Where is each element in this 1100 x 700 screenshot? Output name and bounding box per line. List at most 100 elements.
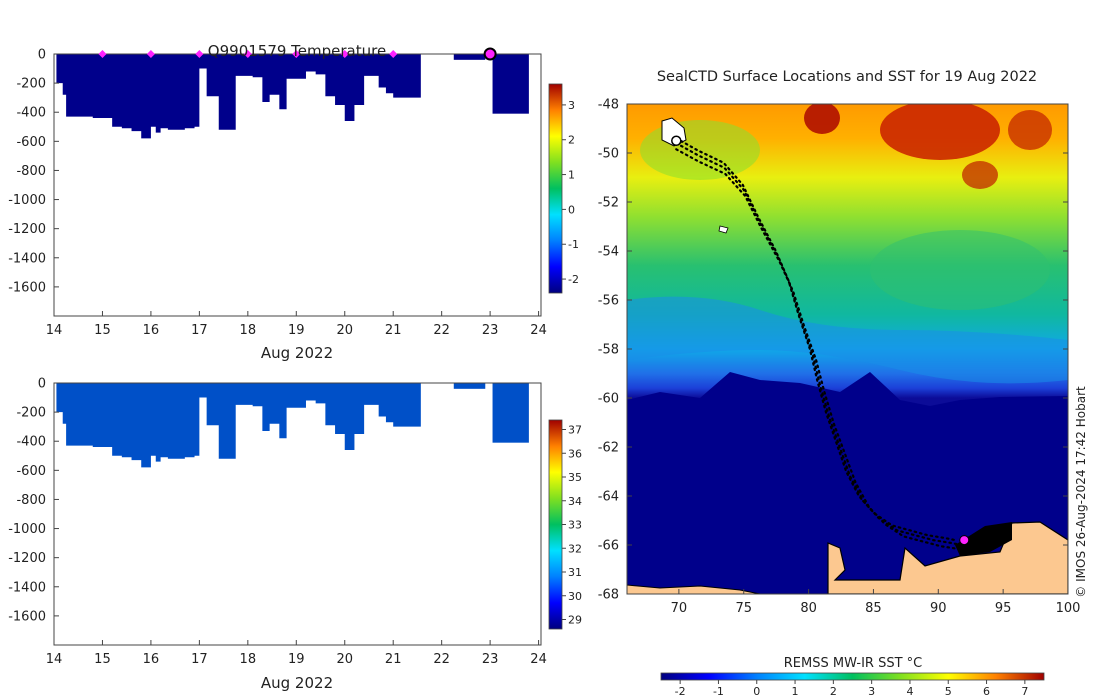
y-tick-label: -600 [16, 464, 46, 479]
sst-colorbar-tick-label: -1 [713, 685, 724, 698]
y-tick-label: -200 [16, 77, 46, 92]
y-tick-label: 0 [38, 48, 46, 63]
lon-tick-label: 85 [865, 601, 882, 616]
sst-colorbar-tick-label: 5 [945, 685, 952, 698]
temperature-colorbar-ticks: -2 -1 0 1 2 3 [562, 99, 579, 286]
colorbar-tick-label: 33 [568, 519, 582, 532]
sst-colorbar-tick-label: 4 [906, 685, 913, 698]
x-tick-label: 21 [385, 323, 402, 338]
sst-colorbar-tick-label: 3 [868, 685, 875, 698]
colorbar-tick-label: 30 [568, 590, 582, 603]
temperature-xlabel: Aug 2022 [261, 344, 333, 362]
lon-tick-label: 95 [995, 601, 1012, 616]
x-tick-label: 18 [240, 323, 257, 338]
x-tick-label: 16 [143, 652, 160, 667]
colorbar-tick-label: 3 [568, 99, 575, 112]
colorbar-tick-label: 37 [568, 424, 582, 437]
salinity-y-axis: 0 -200 -400 -600 -800 -1000 -1200 -1400 -1600 [8, 377, 59, 624]
y-tick-label: -1400 [8, 580, 46, 595]
temperature-x-axis: 14 15 16 17 18 19 20 21 22 23 24 [46, 311, 547, 338]
sst-colorbar-tick-label: 1 [792, 685, 799, 698]
temperature-panel: 14 15 16 17 18 19 20 21 22 23 24 0-200-400-600-800… [8, 42, 579, 362]
x-tick-label: 18 [240, 652, 257, 667]
profile-segment [492, 54, 529, 114]
y-tick-label: 0 [38, 377, 46, 392]
y-tick-label: -1600 [8, 609, 46, 624]
y-tick-label: -1000 [8, 193, 46, 208]
temperature-surface-markers [98, 47, 497, 61]
colorbar-tick-label: 31 [568, 566, 582, 579]
sst-colorbar-ticks: -2 -1 0 1 2 3 4 5 6 7 [675, 680, 1028, 698]
y-tick-label: -800 [16, 493, 46, 508]
lat-tick-label: -48 [598, 98, 619, 113]
x-tick-label: 23 [482, 652, 499, 667]
lat-tick-label: -62 [598, 441, 619, 456]
x-tick-label: 22 [433, 323, 450, 338]
lon-tick-label: 80 [800, 601, 817, 616]
surface-marker [146, 50, 155, 58]
y-tick-label: -600 [16, 135, 46, 150]
surface-marker [98, 50, 107, 58]
lat-tick-label: -68 [598, 588, 619, 603]
lat-tick-label: -50 [598, 147, 619, 162]
temperature-title: Q9901579 Temperature [208, 42, 386, 60]
salinity-axes-frame [53, 382, 542, 646]
colorbar-tick-label: 32 [568, 542, 582, 555]
x-tick-label: 14 [46, 323, 63, 338]
y-tick-label: -1600 [8, 280, 46, 295]
profile-area [56, 54, 421, 139]
x-tick-label: 19 [288, 323, 305, 338]
x-tick-label: 23 [482, 323, 499, 338]
lon-tick-label: 100 [1056, 601, 1081, 616]
x-tick-label: 24 [530, 323, 547, 338]
sst-colorbar-tick-label: 6 [983, 685, 990, 698]
x-tick-label: 20 [336, 323, 353, 338]
sst-colorbar-tick-label: 2 [830, 685, 837, 698]
ice-shelf [955, 522, 1012, 556]
colorbar-tick-label: -1 [568, 238, 579, 251]
sea-ice-region [627, 372, 1068, 594]
latest-position-marker [959, 535, 970, 546]
track-dots [675, 148, 972, 553]
green-patch-west [640, 120, 760, 180]
colorbar-tick-label: 2 [568, 134, 575, 147]
surface-marker [340, 50, 349, 58]
warm-patch-mid [962, 161, 998, 189]
warm-patch-east [1008, 110, 1052, 150]
colorbar-tick-label: 0 [568, 203, 575, 216]
lat-tick-label: -64 [598, 490, 619, 505]
sst-colorbar-tick-label: -2 [675, 685, 686, 698]
seal-track [671, 135, 972, 553]
x-tick-label: 21 [385, 652, 402, 667]
x-tick-label: 19 [288, 652, 305, 667]
credit-text: © IMOS 26-Aug-2024 17:42 Hobart [1074, 386, 1088, 598]
sst-map-lat-axis: -48 -50 -52 -54 -56 -58 -60 -62 -64 -66 -68 [598, 98, 1068, 603]
x-tick-label: 15 [94, 323, 111, 338]
y-tick-label: -1400 [8, 251, 46, 266]
colorbar-tick-label: 36 [568, 447, 582, 460]
x-tick-label: 15 [94, 652, 111, 667]
colorbar-tick-label: 1 [568, 169, 575, 182]
y-tick-label: -200 [16, 406, 46, 421]
sst-colorbar-label: REMSS MW-IR SST °C [784, 656, 923, 671]
y-tick-label: -400 [16, 106, 46, 121]
colorbar-tick-label: -2 [568, 273, 579, 286]
sst-map-lon-axis: 70 75 80 85 90 95 100 [671, 589, 1081, 616]
surface-marker [195, 50, 204, 58]
temperature-colorbar [548, 83, 563, 294]
track-dots [675, 142, 963, 547]
island-small [718, 225, 729, 234]
profile-segment [453, 54, 486, 60]
lat-tick-label: -66 [598, 539, 619, 554]
sst-colorbar-tick-label: 7 [1021, 685, 1028, 698]
x-tick-label: 14 [46, 652, 63, 667]
x-tick-label: 17 [191, 652, 208, 667]
cold-front-band [627, 296, 1068, 384]
salinity-panel: 14 15 16 17 18 19 20 21 22 23 24 0 -200 -400 -600 -800… [8, 377, 582, 693]
lat-tick-label: -58 [598, 343, 619, 358]
warm-patch-north [880, 104, 1000, 160]
sst-colorbar [660, 672, 1045, 681]
salinity-colorbar-ticks: 29 30 31 32 33 34 35 36 37 [562, 424, 582, 627]
start-marker [671, 135, 682, 146]
